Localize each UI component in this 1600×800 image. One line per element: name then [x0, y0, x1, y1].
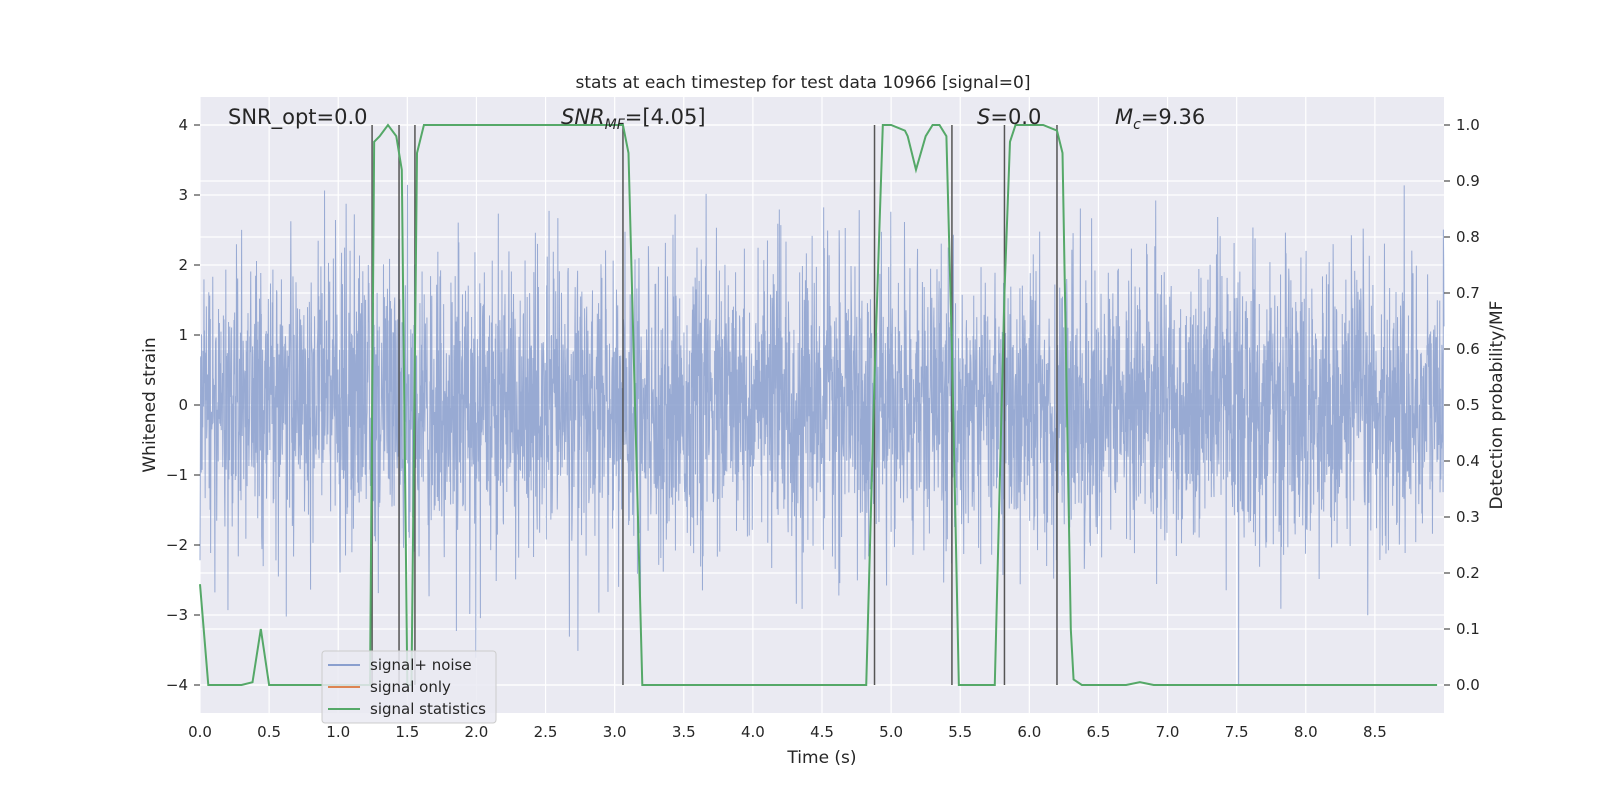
y-tick-label: −2 [166, 536, 188, 554]
grid [199, 97, 1444, 713]
x-tick-label: 8.5 [1363, 723, 1387, 741]
legend-box [321, 650, 497, 724]
x-tick-label: 7.0 [1156, 723, 1180, 741]
x-tick-label: 8.0 [1294, 723, 1318, 741]
y-tick-label: 4 [178, 116, 188, 134]
y-axis-ticks: −4 −3 −2 −1 0 1 2 3 4 [166, 116, 200, 694]
x-tick-label: 4.5 [810, 723, 834, 741]
snr-mf-sub: MF [605, 117, 626, 133]
y2-tick-label: 1.0 [1456, 116, 1480, 134]
y-tick-label: −3 [166, 606, 188, 624]
mc-value: =9.36 [1141, 105, 1205, 129]
y2-axis-label: Detection probability/MF [1487, 301, 1507, 510]
legend: signal+ noise signal only signal statist… [321, 650, 497, 724]
snr-mf-value: =[4.05] [625, 105, 706, 129]
y-tick-label: 0 [178, 396, 188, 414]
legend-label-signal-only: signal only [370, 678, 451, 696]
x-tick-label: 6.5 [1087, 723, 1111, 741]
y2-tick-label: 0.8 [1456, 228, 1480, 246]
x-tick-label: 1.5 [395, 723, 419, 741]
y2-tick-label: 0.9 [1456, 172, 1480, 190]
x-tick-label: 0.0 [188, 723, 212, 741]
chart-title: stats at each timestep for test data 109… [576, 73, 1031, 93]
y2-tick-label: 0.7 [1456, 284, 1480, 302]
y2-tick-label: 0.3 [1456, 508, 1480, 526]
snr-opt-annotation: SNR_opt=0.0 [228, 105, 368, 130]
snr-mf-label: SNR [561, 105, 605, 129]
y2-tick-label: 0.5 [1456, 396, 1480, 414]
x-tick-label: 1.0 [326, 723, 350, 741]
x-tick-label: 4.0 [741, 723, 765, 741]
y2-tick-label: 0.1 [1456, 620, 1480, 638]
y-tick-label: 3 [178, 186, 188, 204]
mc-annotation: Mc=9.36 [1115, 105, 1205, 133]
y-tick-label: −4 [166, 676, 188, 694]
y2-axis-ticks: 0.0 0.1 0.2 0.3 0.4 0.5 0.6 0.7 0.8 0.9 1.0 [1444, 116, 1480, 694]
x-tick-label: 0.5 [257, 723, 281, 741]
x-tick-label: 6.0 [1017, 723, 1041, 741]
y2-tick-label: 0.4 [1456, 452, 1480, 470]
x-axis-ticks: 0.0 0.5 1.0 1.5 2.0 2.5 3.0 3.5 4.0 4.5 5.0 5.5 6.0 6… [188, 723, 1387, 741]
x-tick-label: 2.5 [534, 723, 558, 741]
s-label: S [977, 105, 990, 129]
annotations: SNR_opt=0.0 SNRMF=[4.05] S=0.0 Mc=9.36 [228, 105, 1205, 133]
x-tick-label: 5.5 [948, 723, 972, 741]
y-tick-label: −1 [166, 466, 188, 484]
x-tick-label: 7.5 [1225, 723, 1249, 741]
x-axis-label: Time (s) [786, 748, 856, 768]
y-tick-label: 2 [178, 256, 188, 274]
legend-label-noise: signal+ noise [370, 656, 472, 674]
y2-tick-label: 0.6 [1456, 340, 1480, 358]
s-annotation: S=0.0 [977, 105, 1041, 129]
signal-noise-line [199, 184, 1445, 686]
legend-label-statistics: signal statistics [370, 700, 486, 718]
s-value: =0.0 [990, 105, 1041, 129]
x-tick-label: 3.0 [603, 723, 627, 741]
mc-label: M [1115, 105, 1133, 129]
x-tick-label: 5.0 [879, 723, 903, 741]
snr-mf-annotation: SNRMF=[4.05] [561, 105, 706, 133]
x-tick-label: 3.5 [672, 723, 696, 741]
y2-tick-label: 0.2 [1456, 564, 1480, 582]
noise-series [199, 184, 1445, 686]
y-axis-label: Whitened strain [140, 337, 160, 472]
y-tick-label: 1 [178, 326, 188, 344]
mc-sub: c [1133, 117, 1141, 133]
x-tick-label: 2.0 [465, 723, 489, 741]
y2-tick-label: 0.0 [1456, 676, 1480, 694]
